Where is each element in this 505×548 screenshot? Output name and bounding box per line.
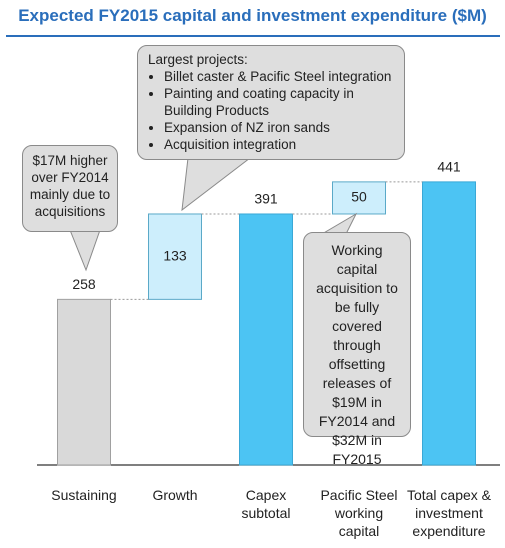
callout-pointer (69, 229, 101, 272)
callout: Largest projects: Billet caster & Pacifi… (137, 45, 405, 160)
project-list: Billet caster & Pacific Steel integratio… (148, 68, 394, 153)
callout: Working capital acquisition to be fully … (303, 232, 411, 467)
bar (57, 298, 111, 466)
x-tick-label: Capex subtotal (241, 487, 291, 521)
callout: $17M higher over FY2014 mainly due to ac… (22, 145, 118, 232)
callout-pointer (320, 212, 358, 235)
x-tick-label: Pacific Steel working capital (320, 487, 398, 539)
x-tick-label: Sustaining (51, 487, 117, 503)
value-label: 258 (72, 276, 96, 292)
project-item: Painting and coating capacity in Buildin… (164, 85, 394, 119)
value-label: 391 (254, 191, 278, 207)
value-label: 50 (351, 189, 367, 205)
bar (239, 213, 293, 466)
value-label: 441 (437, 159, 461, 175)
bar (332, 181, 386, 215)
chart-title: Expected FY2015 capital and investment e… (18, 6, 487, 25)
x-tick-label: Total capex & investment expenditure (406, 487, 492, 539)
project-item: Billet caster & Pacific Steel integratio… (164, 68, 394, 85)
project-item: Acquisition integration (164, 136, 394, 153)
project-item: Expansion of NZ iron sands (164, 119, 394, 136)
bar (422, 181, 476, 466)
value-label: 133 (163, 247, 187, 263)
callout-pointer (181, 157, 252, 212)
bar (148, 213, 202, 300)
x-tick-label: Growth (152, 487, 198, 503)
callout-heading: Largest projects: (148, 52, 248, 67)
